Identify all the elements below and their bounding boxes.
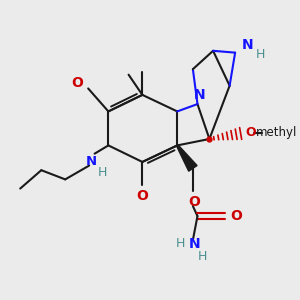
Text: O: O — [188, 195, 200, 209]
Text: H: H — [197, 250, 207, 263]
Text: H: H — [256, 48, 266, 61]
Text: methyl: methyl — [256, 126, 298, 139]
Text: O: O — [71, 76, 83, 90]
Text: N: N — [85, 154, 97, 167]
Text: O: O — [136, 189, 148, 203]
Text: O: O — [230, 209, 242, 223]
Text: N: N — [242, 38, 254, 52]
Text: N: N — [194, 88, 205, 102]
Text: O: O — [245, 126, 256, 139]
Polygon shape — [176, 145, 197, 171]
Text: H: H — [175, 237, 185, 250]
Text: H: H — [97, 166, 106, 178]
Text: N: N — [189, 237, 200, 251]
